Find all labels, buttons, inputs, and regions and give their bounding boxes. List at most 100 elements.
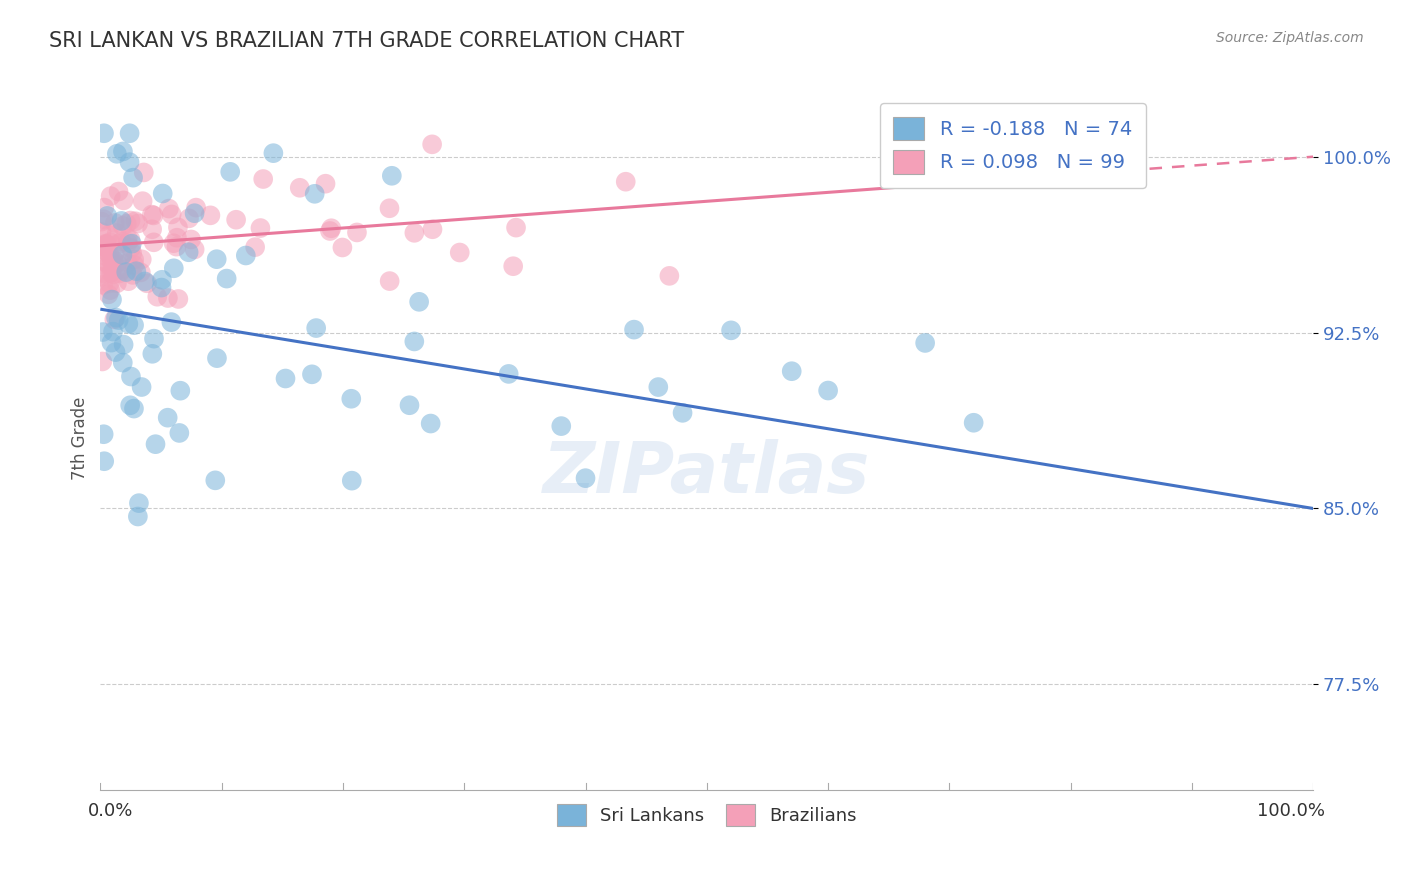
Point [134,275,156,289]
Point [104,345,127,359]
Point [340,392,363,406]
Text: Source: ZipAtlas.com: Source: ZipAtlas.com [1216,31,1364,45]
Point [111,219,134,233]
Point [574,471,596,485]
Point [97,287,120,301]
Point [143,332,166,346]
Point [378,274,401,288]
Point [100,266,122,280]
Point [177,211,200,226]
Point [162,236,184,251]
Point [121,246,143,260]
Point [183,206,205,220]
Point [90,225,112,239]
Point [205,252,228,267]
Point [167,220,190,235]
Point [163,261,186,276]
Point [658,268,681,283]
Point [252,172,274,186]
Point [108,267,131,281]
Point [319,224,342,238]
Point [127,217,149,231]
Point [315,177,337,191]
Point [120,213,142,227]
Point [156,291,179,305]
Point [647,380,669,394]
Point [205,351,228,366]
Point [200,208,222,222]
Point [93,212,115,227]
Point [623,323,645,337]
Point [550,419,572,434]
Point [120,369,142,384]
Point [105,256,128,270]
Point [340,474,363,488]
Point [117,256,139,270]
Point [90,214,112,228]
Point [117,235,139,250]
Point [498,367,520,381]
Point [215,271,238,285]
Point [112,194,135,208]
Point [91,325,114,339]
Point [422,222,444,236]
Point [121,268,143,282]
Y-axis label: 7th Grade: 7th Grade [72,396,89,480]
Point [378,201,401,215]
Point [131,252,153,267]
Point [167,292,190,306]
Point [104,216,127,230]
Text: SRI LANKAN VS BRAZILIAN 7TH GRADE CORRELATION CHART: SRI LANKAN VS BRAZILIAN 7TH GRADE CORREL… [49,31,685,51]
Point [169,384,191,398]
Point [166,230,188,244]
Point [94,239,117,253]
Point [152,186,174,201]
Point [183,243,205,257]
Point [93,427,115,442]
Point [274,371,297,385]
Point [166,239,188,253]
Point [614,175,637,189]
Text: 100.0%: 100.0% [1257,802,1326,820]
Point [107,185,129,199]
Point [103,268,125,282]
Point [98,283,121,297]
Point [419,417,441,431]
Point [671,406,693,420]
Point [97,258,120,272]
Point [115,217,138,231]
Point [204,473,226,487]
Point [97,227,120,242]
Point [105,277,128,291]
Point [305,321,328,335]
Point [121,236,143,251]
Point [124,214,146,228]
Point [128,496,150,510]
Point [404,334,426,349]
Point [93,126,115,140]
Point [780,364,803,378]
Point [117,274,139,288]
Point [117,317,139,331]
Point [304,186,326,201]
Point [120,232,142,246]
Point [420,137,443,152]
Point [157,202,180,216]
Point [96,209,118,223]
Point [235,248,257,262]
Point [91,266,114,280]
Point [404,226,426,240]
Point [288,181,311,195]
Point [120,398,142,412]
Legend: Sri Lankans, Brazilians: Sri Lankans, Brazilians [550,797,865,834]
Point [110,235,132,249]
Point [127,509,149,524]
Point [100,254,122,268]
Point [141,222,163,236]
Point [145,437,167,451]
Point [111,145,134,159]
Point [122,401,145,416]
Point [502,259,524,273]
Point [101,265,124,279]
Point [93,201,115,215]
